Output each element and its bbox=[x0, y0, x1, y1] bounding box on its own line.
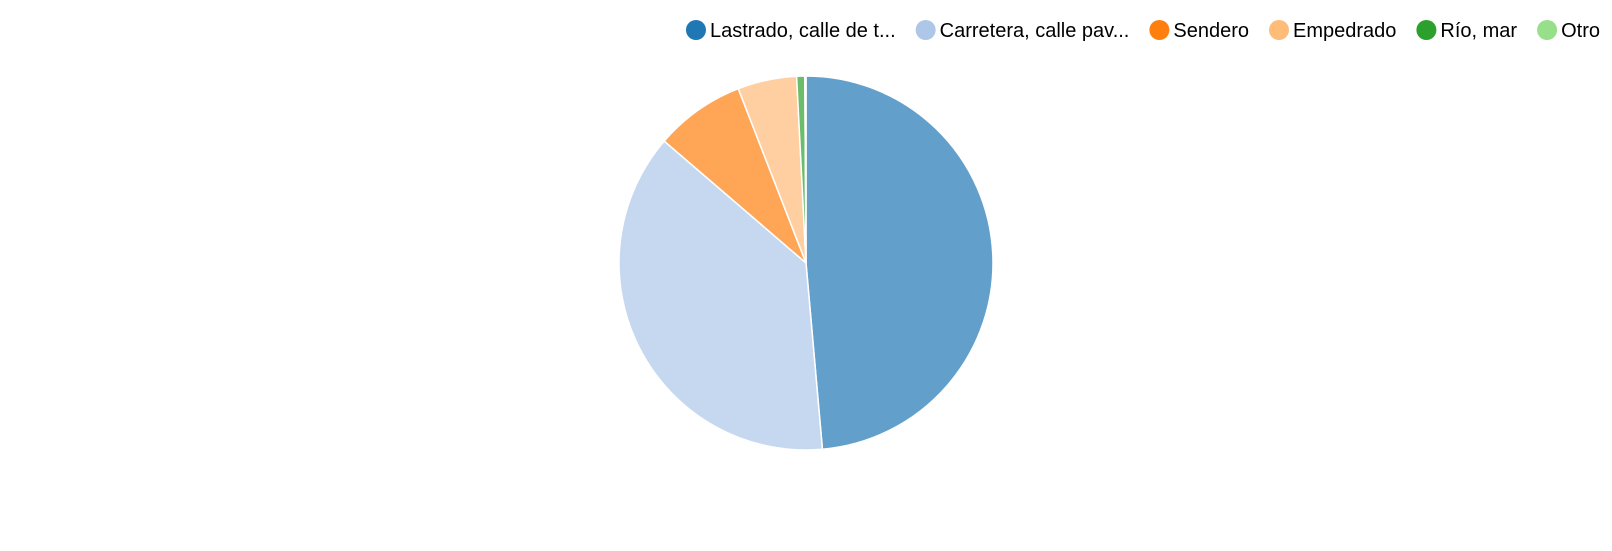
legend-item-5[interactable]: Otro bbox=[1537, 20, 1600, 42]
pie-slice-1[interactable] bbox=[618, 140, 824, 451]
legend-swatch-0 bbox=[685, 20, 706, 40]
legend: Lastrado, calle de t... Carretera, calle … bbox=[685, 20, 1600, 42]
legend-label-4: Río, mar bbox=[1440, 20, 1517, 42]
legend-label-5: Otro bbox=[1561, 20, 1600, 42]
pie-slice-0[interactable] bbox=[805, 75, 994, 451]
pie-slice-2[interactable] bbox=[663, 87, 807, 264]
legend-item-3[interactable]: Empedrado bbox=[1269, 20, 1396, 42]
legend-item-1[interactable]: Carretera, calle pav... bbox=[915, 20, 1130, 42]
legend-item-4[interactable]: Río, mar bbox=[1416, 20, 1517, 42]
legend-item-0[interactable]: Lastrado, calle de t... bbox=[685, 20, 896, 42]
pie-slice-5[interactable] bbox=[804, 75, 807, 264]
legend-swatch-2 bbox=[1149, 20, 1170, 40]
pie-slices bbox=[618, 75, 994, 451]
legend-label-1: Carretera, calle pav... bbox=[940, 20, 1130, 42]
legend-item-2[interactable]: Sendero bbox=[1149, 20, 1249, 42]
legend-label-2: Sendero bbox=[1173, 20, 1249, 42]
legend-swatch-1 bbox=[915, 20, 936, 40]
legend-swatch-5 bbox=[1537, 20, 1558, 40]
legend-swatch-3 bbox=[1269, 20, 1289, 40]
legend-label-0: Lastrado, calle de t... bbox=[710, 20, 896, 42]
legend-swatch-4 bbox=[1416, 20, 1437, 40]
legend-label-3: Empedrado bbox=[1293, 20, 1396, 42]
